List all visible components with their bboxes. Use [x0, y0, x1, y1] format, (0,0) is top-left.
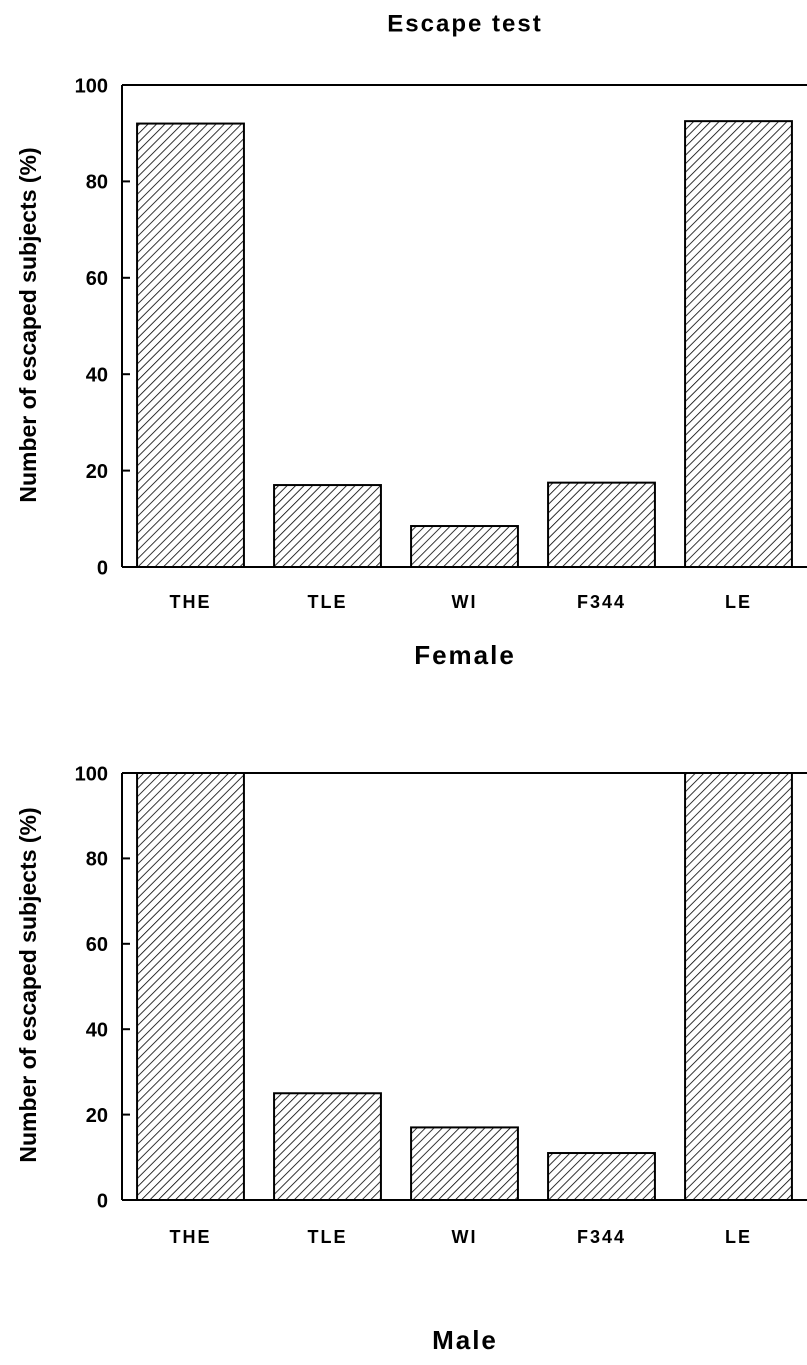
x-axis-label: Female — [414, 640, 516, 670]
bar — [547, 481, 656, 568]
y-tick-label: 100 — [75, 763, 108, 785]
chart-title: Escape test — [387, 10, 542, 37]
y-tick-label: 20 — [86, 1105, 108, 1127]
y-tick-label: 100 — [75, 75, 108, 97]
y-tick-label: 80 — [86, 849, 108, 871]
x-tick-label: WI — [452, 1227, 478, 1247]
bar — [684, 120, 793, 569]
y-tick-label: 60 — [86, 934, 108, 956]
bar — [684, 772, 793, 1201]
y-axis-label: Number of escaped subjects (%) — [15, 147, 41, 502]
y-tick-label: 40 — [86, 1019, 108, 1041]
x-tick-label: LE — [725, 1227, 752, 1247]
y-tick-label: 40 — [86, 364, 108, 386]
x-tick-label: WI — [452, 592, 478, 612]
bar — [410, 1126, 519, 1202]
y-axis-label: Number of escaped subjects (%) — [15, 807, 41, 1162]
x-tick-label: LE — [725, 592, 752, 612]
x-tick-label: F344 — [577, 1227, 626, 1247]
x-axis-label: Male — [432, 1325, 498, 1355]
bar — [136, 772, 245, 1201]
x-tick-label: THE — [170, 1227, 212, 1247]
bar — [273, 1092, 382, 1201]
y-tick-label: 0 — [97, 1190, 108, 1212]
x-tick-label: TLE — [308, 1227, 348, 1247]
y-tick-label: 80 — [86, 172, 108, 194]
x-tick-label: TLE — [308, 592, 348, 612]
bar — [547, 1152, 656, 1202]
y-tick-label: 60 — [86, 268, 108, 290]
y-tick-label: 20 — [86, 461, 108, 483]
bar — [273, 484, 382, 568]
y-tick-label: 0 — [97, 557, 108, 579]
bar — [136, 122, 245, 568]
x-tick-label: THE — [170, 592, 212, 612]
bar — [410, 525, 519, 569]
x-tick-label: F344 — [577, 592, 626, 612]
